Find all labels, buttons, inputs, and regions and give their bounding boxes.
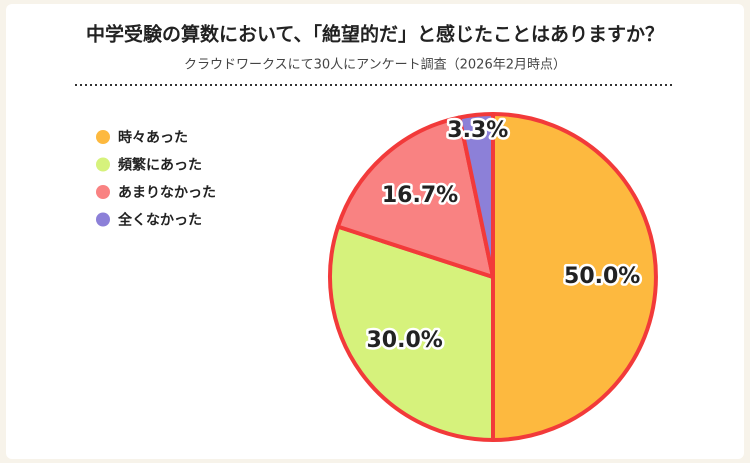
pie-slice <box>335 115 495 279</box>
data-label: 16.7% <box>382 183 458 208</box>
chart-title: 中学受験の算数において、「絶望的だ」と感じたことはありますか？ <box>86 23 664 46</box>
legend-label: 全くなかった <box>117 212 202 229</box>
legend-label: 時々あった <box>118 129 188 146</box>
data-label: 50.0% <box>564 264 640 289</box>
data-label: 3.3% <box>447 118 508 143</box>
chart-subtitle: クラウドワークスにて30人にアンケート調査（2026年2月時点） <box>184 58 566 73</box>
legend-swatch <box>96 130 110 144</box>
pie-slice <box>491 112 658 442</box>
pie-slice <box>457 112 495 279</box>
pie-slice <box>328 224 495 442</box>
legend-label: あまりなかった <box>118 185 216 201</box>
legend-swatch <box>96 212 110 227</box>
legend-swatch <box>96 185 110 199</box>
data-label: 30.0% <box>366 328 442 353</box>
legend-label: 頻繁にあった <box>118 157 202 174</box>
legend-swatch <box>96 157 110 172</box>
